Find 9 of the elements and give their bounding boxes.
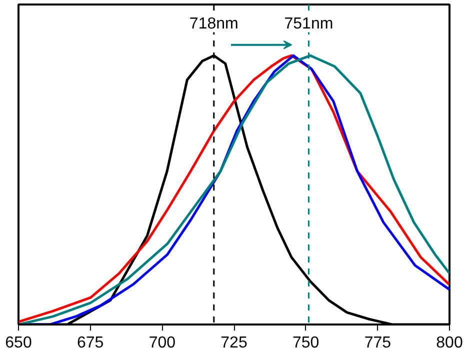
ref-line-label: 718nm	[189, 15, 238, 32]
x-tick-label: 650	[5, 334, 32, 352]
ref-line-label: 751nm	[284, 15, 334, 32]
x-tick-label: 700	[148, 334, 176, 352]
x-tick-label: 800	[436, 334, 463, 352]
x-tick-label: 675	[76, 334, 104, 352]
x-tick-label: 725	[220, 334, 248, 352]
x-tick-label: 775	[364, 334, 392, 352]
x-tick-label: 750	[292, 334, 320, 352]
